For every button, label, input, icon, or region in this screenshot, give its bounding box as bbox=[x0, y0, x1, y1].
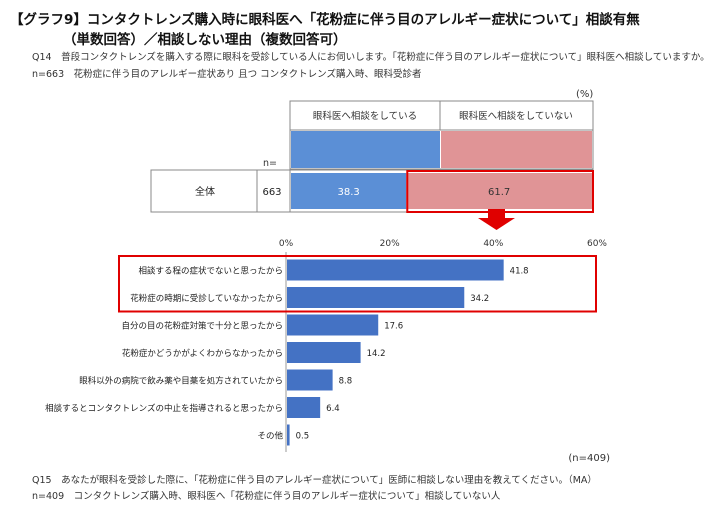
stacked-row-n: 663 bbox=[262, 187, 281, 198]
bar-value-label: 34.2 bbox=[470, 294, 489, 304]
category-label: 眼科以外の病院で飲み薬や目薬を処方されていたから bbox=[79, 376, 283, 387]
x-tick-label: 60% bbox=[587, 239, 607, 249]
bar-value-label: 8.8 bbox=[339, 377, 353, 387]
bar bbox=[287, 369, 333, 391]
x-axis-ticks: 0% 20% 40% 60% bbox=[279, 239, 608, 249]
arrow-icon-shaft bbox=[488, 209, 505, 218]
chart-title-line2: （単数回答）／相談しない理由（複数回答可） bbox=[63, 32, 347, 48]
bar-value-label: 0.5 bbox=[296, 432, 310, 442]
q14-base: n=663 花粉症に伴う目のアレルギー症状あり 且つ コンタクトレンズ購入時、眼… bbox=[32, 69, 422, 80]
stacked-n-header: n= bbox=[263, 158, 277, 169]
stacked-segment-label-0: 38.3 bbox=[338, 187, 360, 198]
chart-title-line1: 【グラフ9】コンタクトレンズ購入時に眼科医へ「花粉症に伴う目のアレルギー症状につ… bbox=[10, 12, 640, 28]
q15-question: Q15 あなたが眼科を受診した際に、「花粉症に伴う目のアレルギー症状について」医… bbox=[32, 475, 597, 486]
bar bbox=[287, 287, 465, 308]
legend-frame bbox=[289, 100, 594, 170]
bar bbox=[287, 259, 504, 281]
category-label: 自分の目の花粉症対策で十分と思ったから bbox=[121, 321, 283, 332]
bar bbox=[287, 424, 290, 446]
x-tick-label: 0% bbox=[279, 239, 294, 249]
highlight-frame bbox=[118, 255, 597, 313]
bar bbox=[287, 314, 379, 336]
bar bbox=[287, 397, 321, 418]
legend-no-consult-label: 眼科医へ相談をしていない bbox=[459, 110, 573, 122]
bar-value-label: 6.4 bbox=[326, 404, 340, 414]
q14-question: Q14 普段コンタクトレンズを購入する際に眼科を受診している人にお伺いします。「… bbox=[32, 52, 705, 63]
stacked-unit-label: (%) bbox=[576, 89, 593, 100]
category-label: 花粉症かどうかがよくわからなかったから bbox=[122, 348, 283, 359]
x-tick-label: 20% bbox=[380, 239, 400, 249]
stacked-bars: 38.3 61.7 bbox=[291, 170, 594, 213]
stacked-segment-label-1: 61.7 bbox=[488, 187, 510, 198]
arrow-icon-head bbox=[478, 218, 515, 230]
category-label: 相談する程の症状でないと思ったから bbox=[138, 266, 283, 277]
category-label: 花粉症の時期に受診していなかったから bbox=[130, 293, 283, 304]
bars-group: 相談する程の症状でないと思ったから 41.8 花粉症の時期に受診していなかったから 3… bbox=[45, 259, 529, 446]
category-label: その他 bbox=[257, 431, 283, 442]
bar-chart-n-label: (n=409) bbox=[568, 453, 610, 464]
stacked-row-label: 全体 bbox=[195, 185, 215, 198]
legend-no-consult-swatch bbox=[441, 131, 592, 168]
x-tick-label: 40% bbox=[483, 239, 503, 249]
legend-consult-label: 眼科医へ相談をしている bbox=[313, 110, 417, 122]
legend-consult-swatch bbox=[291, 131, 440, 168]
bar-value-label: 41.8 bbox=[510, 267, 529, 277]
bar-value-label: 17.6 bbox=[384, 322, 403, 332]
stacked-segment-1 bbox=[406, 173, 592, 209]
bar-value-label: 14.2 bbox=[367, 349, 386, 359]
category-label: 相談するとコンタクトレンズの中止を指導されると思ったから bbox=[45, 403, 283, 414]
top-reasons-highlight bbox=[118, 255, 597, 313]
q15-base: n=409 コンタクトレンズ購入時、眼科医へ「花粉症に伴う目のアレルギー症状につ… bbox=[32, 491, 501, 502]
stacked-segment-0 bbox=[291, 173, 407, 209]
bar bbox=[287, 342, 361, 363]
